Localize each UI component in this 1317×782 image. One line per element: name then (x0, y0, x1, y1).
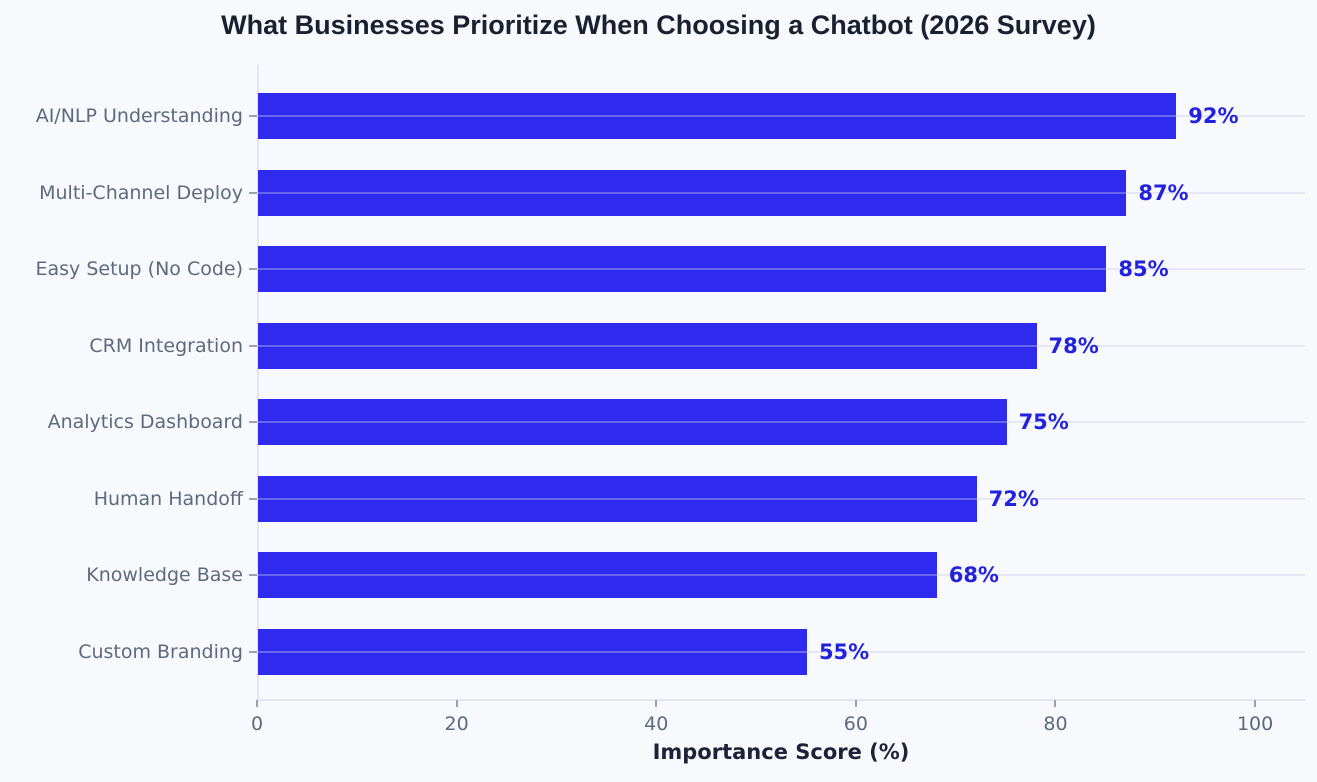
x-tick-label: 20 (444, 713, 469, 735)
bar-value-label: 85% (1118, 257, 1169, 282)
x-tick-label: 40 (644, 713, 669, 735)
bar (258, 475, 977, 522)
bar-value-label: 87% (1138, 180, 1189, 205)
x-tick-mark (1054, 700, 1057, 707)
y-axis-category-label: Multi-Channel Deploy (39, 181, 243, 204)
bar-value-label: 75% (1018, 410, 1069, 435)
x-tick-label: 60 (843, 713, 868, 735)
y-axis-category-label: Knowledge Base (86, 564, 243, 587)
y-axis-category-label: Human Handoff (93, 487, 243, 510)
gridline (257, 344, 1305, 347)
gridline (257, 421, 1305, 424)
plot-area: 92% AI/NLP Understanding 87% Multi-Channel … (35, 65, 1305, 735)
x-tick-label: 80 (1043, 713, 1068, 735)
bar (258, 246, 1107, 293)
gridline (257, 191, 1305, 194)
y-tick-mark (249, 421, 257, 424)
gridline (257, 497, 1305, 500)
y-tick-mark (249, 497, 257, 500)
x-tick-mark (854, 700, 857, 707)
bar-value-label: 55% (818, 639, 870, 664)
x-tick-mark (655, 700, 658, 707)
y-axis-category-label: CRM Integration (89, 334, 243, 357)
bar-value-label: 78% (1048, 333, 1099, 358)
x-tick-mark (1254, 700, 1257, 707)
bar (258, 399, 1007, 446)
y-axis-category-label: Analytics Dashboard (47, 411, 243, 434)
bar (258, 322, 1037, 369)
x-axis-title: Importance Score (%) (652, 740, 910, 764)
x-tick-label: 100 (1236, 713, 1274, 735)
x-axis-line (257, 699, 1305, 701)
y-tick-mark (249, 574, 257, 577)
bar (258, 93, 1177, 139)
gridline (257, 574, 1305, 577)
gridline (257, 650, 1305, 653)
gridline (257, 268, 1305, 271)
y-axis-line (257, 65, 259, 700)
x-tick-label: 0 (250, 713, 264, 735)
x-tick-mark (256, 700, 258, 707)
bar (258, 552, 937, 599)
bar (258, 169, 1127, 216)
y-axis-category-label: Custom Branding (78, 640, 243, 663)
gridline (257, 115, 1305, 117)
y-tick-mark (249, 191, 257, 194)
y-tick-mark (249, 268, 257, 271)
x-tick-mark (455, 700, 458, 707)
y-tick-mark (249, 650, 257, 653)
bar-value-label: 68% (948, 563, 999, 588)
bar (258, 628, 807, 675)
y-tick-mark (249, 344, 257, 347)
bar-value-label: 72% (988, 486, 1039, 511)
y-axis-category-label: AI/NLP Understanding (35, 105, 243, 127)
y-axis-category-label: Easy Setup (No Code) (35, 258, 243, 281)
bar-value-label: 92% (1188, 104, 1239, 128)
chart-title: What Businesses Prioritize When Choosing… (221, 10, 1096, 40)
y-tick-mark (249, 115, 257, 117)
